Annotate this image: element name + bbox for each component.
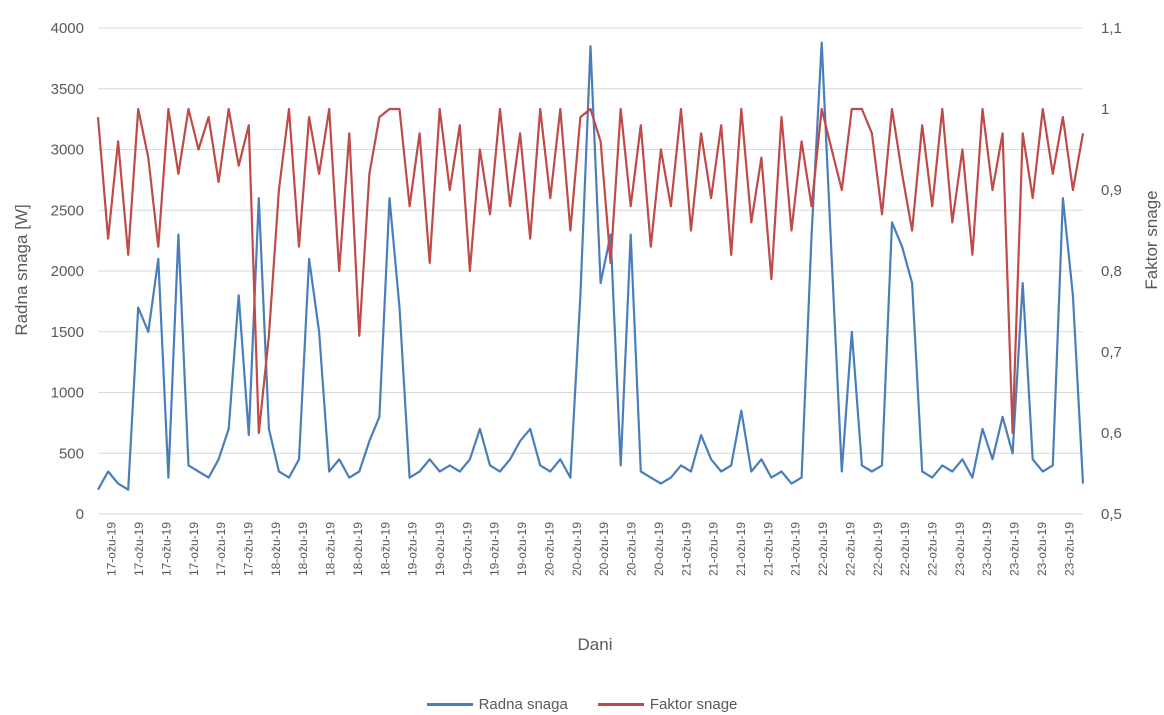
x-axis-ticks: 17-ožu-19 17-ožu-19 17-ožu-19 17-ožu-19 17-o…: [105, 522, 1077, 576]
y-tick-label-left: 2000: [51, 263, 84, 280]
x-tick-label: 22-ožu-19: [816, 522, 830, 576]
series-line-radna-snaga: [97, 41, 1085, 491]
legend-item-faktor-snage: Faktor snage: [597, 695, 738, 713]
y-tick-label-left: 1000: [51, 385, 84, 402]
x-tick-label: 23-ožu-19: [1008, 522, 1022, 576]
x-tick-label: 19-ožu-19: [488, 522, 502, 576]
x-tick-label: 18-ožu-19: [378, 522, 392, 576]
x-tick-label: 23-ožu-19: [1062, 522, 1076, 576]
y-tick-label-right: 1: [1101, 101, 1109, 118]
series-lines: [96, 41, 1085, 491]
legend-item-radna-snaga: Radna snaga: [426, 695, 568, 713]
x-tick-label: 17-ožu-19: [159, 522, 173, 576]
x-tick-label: 20-ožu-19: [652, 522, 666, 576]
x-tick-label: 22-ožu-19: [871, 522, 885, 576]
y-tick-label-right: 0,5: [1101, 506, 1122, 523]
y-tick-label-left: 3500: [51, 81, 84, 98]
y-tick-label-left: 3000: [51, 142, 84, 159]
x-tick-label: 17-ožu-19: [105, 522, 119, 576]
y-tick-label-left: 2500: [51, 202, 84, 219]
y-tick-label-left: 1500: [51, 324, 84, 341]
legend-swatch-faktor-snage: [597, 702, 644, 706]
left-axis-ticks: 0 500 1000 1500 2000 2500 3000 3500 4000: [51, 20, 84, 523]
legend-label-radna-snaga: Radna snaga: [478, 695, 568, 713]
x-tick-label: 20-ožu-19: [570, 522, 584, 576]
x-tick-label: 20-ožu-19: [625, 522, 639, 576]
x-tick-label: 22-ožu-19: [926, 522, 940, 576]
y-tick-label-left: 4000: [51, 20, 84, 37]
y-tick-label-left: 500: [59, 445, 84, 462]
x-axis-title: Dani: [578, 635, 613, 654]
x-tick-label: 23-ožu-19: [953, 522, 967, 576]
x-tick-label: 17-ožu-19: [132, 522, 146, 576]
x-tick-label: 20-ožu-19: [597, 522, 611, 576]
x-tick-label: 21-ožu-19: [679, 522, 693, 576]
x-tick-label: 17-ožu-19: [241, 522, 255, 576]
x-tick-label: 20-ožu-19: [542, 522, 556, 576]
x-tick-label: 21-ožu-19: [734, 522, 748, 576]
x-tick-label: 21-ožu-19: [789, 522, 803, 576]
legend-label-faktor-snage: Faktor snage: [649, 695, 738, 713]
x-tick-label: 17-ožu-19: [187, 522, 201, 576]
x-tick-label: 19-ožu-19: [433, 522, 447, 576]
y-tick-label-right: 0,8: [1101, 263, 1122, 280]
x-tick-label: 18-ožu-19: [269, 522, 283, 576]
x-tick-label: 23-ožu-19: [1035, 522, 1049, 576]
legend: Radna snaga Faktor snage: [0, 694, 1164, 714]
x-tick-label: 23-ožu-19: [980, 522, 994, 576]
x-tick-label: 18-ožu-19: [296, 522, 310, 576]
y-tick-label-right: 0,6: [1101, 425, 1122, 442]
y-tick-label-right: 0,7: [1101, 344, 1122, 361]
x-tick-label: 19-ožu-19: [406, 522, 420, 576]
x-tick-label: 18-ožu-19: [351, 522, 365, 576]
x-tick-label: 19-ožu-19: [515, 522, 529, 576]
x-tick-label: 22-ožu-19: [843, 522, 857, 576]
y-tick-label-left: 0: [76, 506, 84, 523]
x-tick-label: 21-ožu-19: [761, 522, 775, 576]
x-tick-label: 18-ožu-19: [324, 522, 338, 576]
y-tick-label-right: 1,1: [1101, 20, 1122, 37]
right-axis-ticks: 0,5 0,6 0,7 0,8 0,9 1 1,1: [1101, 20, 1122, 523]
x-tick-label: 17-ožu-19: [214, 522, 228, 576]
legend-swatch-radna-snaga: [426, 702, 473, 706]
x-tick-label: 22-ožu-19: [898, 522, 912, 576]
y-axis-title-left: Radna snaga [W]: [12, 204, 31, 335]
y-axis-title-right: Faktor snage: [1142, 190, 1161, 289]
x-tick-label: 19-ožu-19: [460, 522, 474, 576]
x-tick-label: 21-ožu-19: [707, 522, 721, 576]
y-tick-label-right: 0,9: [1101, 182, 1122, 199]
series-line-faktor-snage: [96, 107, 1085, 435]
